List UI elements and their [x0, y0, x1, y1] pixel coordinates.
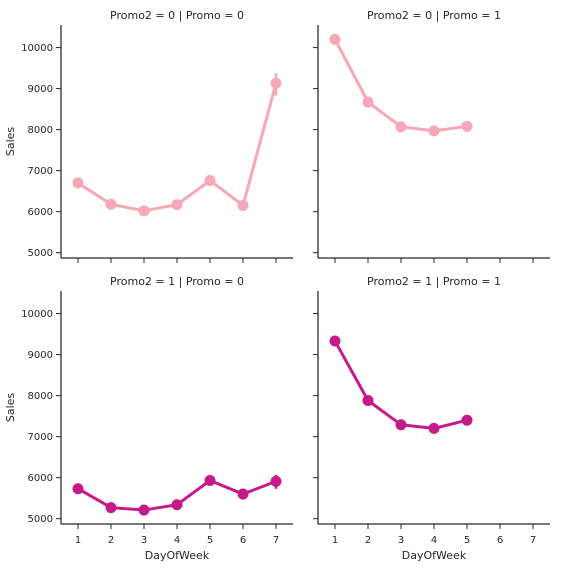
data-point: [329, 33, 341, 45]
facet-title: Promo2 = 1 | Promo = 0: [110, 275, 244, 288]
data-point: [237, 199, 249, 211]
facet-title: Promo2 = 0 | Promo = 0: [110, 9, 244, 22]
facet-3: Promo2 = 1 | Promo = 0 5000 6000 7000 8000 90…: [4, 275, 293, 562]
y-tick-label: 6000: [28, 473, 53, 484]
x-tick-label: 1: [332, 535, 338, 546]
data-point: [171, 499, 183, 511]
y-tick-label: 7000: [28, 432, 53, 443]
y-tick-label: 8000: [28, 125, 53, 136]
facet-title: Promo2 = 0 | Promo = 1: [367, 9, 501, 22]
data-point: [428, 125, 440, 137]
facet-4: Promo2 = 1 | Promo = 1 1 2 3 4 5 6 7 DayOfWeek: [313, 275, 550, 562]
data-point: [329, 335, 341, 347]
data-point: [395, 121, 407, 133]
data-point: [270, 475, 282, 487]
data-point: [395, 419, 407, 431]
data-point: [105, 198, 117, 210]
facet-2: Promo2 = 0 | Promo = 1: [313, 9, 550, 263]
x-tick-label: 3: [141, 535, 147, 546]
y-tick-label: 9000: [28, 84, 53, 95]
y-axis-label: Sales: [4, 393, 17, 423]
y-tick-label: 10000: [21, 43, 53, 54]
data-point: [72, 483, 84, 495]
y-axis-label: Sales: [4, 127, 17, 157]
x-axis-label: DayOfWeek: [145, 549, 210, 562]
y-tick-label: 8000: [28, 391, 53, 402]
x-tick-label: 6: [497, 535, 503, 546]
data-point: [171, 199, 183, 211]
data-point: [138, 504, 150, 516]
series-line: [333, 37, 469, 133]
data-point: [270, 77, 282, 89]
y-tick-label: 5000: [28, 248, 53, 259]
x-tick-label: 7: [273, 535, 279, 546]
series-line: [76, 81, 278, 213]
series-line: [333, 339, 469, 430]
x-tick-label: 5: [464, 535, 470, 546]
data-point: [204, 475, 216, 487]
y-tick-label: 7000: [28, 166, 53, 177]
y-tick-label: 6000: [28, 207, 53, 218]
data-point: [362, 395, 374, 407]
data-point: [105, 502, 117, 514]
x-tick-label: 6: [240, 535, 246, 546]
data-point: [204, 174, 216, 186]
data-point: [461, 414, 473, 426]
data-point: [237, 488, 249, 500]
y-tick-label: 9000: [28, 350, 53, 361]
data-point: [138, 205, 150, 217]
x-tick-label: 7: [530, 535, 536, 546]
x-tick-label: 4: [431, 535, 437, 546]
data-point: [362, 96, 374, 108]
x-tick-label: 2: [108, 535, 114, 546]
x-tick-label: 5: [207, 535, 213, 546]
y-tick-label: 5000: [28, 514, 53, 525]
data-point: [461, 120, 473, 132]
x-tick-label: 4: [174, 535, 180, 546]
x-tick-label: 1: [75, 535, 81, 546]
x-axis-label: DayOfWeek: [402, 549, 467, 562]
y-tick-label: 10000: [21, 309, 53, 320]
x-tick-label: 3: [398, 535, 404, 546]
facet-1: Promo2 = 0 | Promo = 0 5000 6000 7000 8000 90…: [4, 9, 293, 263]
data-point: [428, 422, 440, 434]
data-point: [72, 177, 84, 189]
x-tick-label: 2: [365, 535, 371, 546]
facet-title: Promo2 = 1 | Promo = 1: [367, 275, 501, 288]
